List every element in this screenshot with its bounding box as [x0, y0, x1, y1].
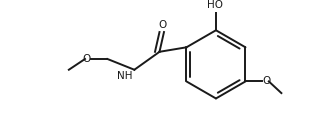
Text: O: O [82, 54, 90, 64]
Text: HO: HO [207, 0, 223, 10]
Text: O: O [262, 76, 271, 86]
Text: NH: NH [117, 71, 133, 81]
Text: O: O [158, 20, 166, 30]
